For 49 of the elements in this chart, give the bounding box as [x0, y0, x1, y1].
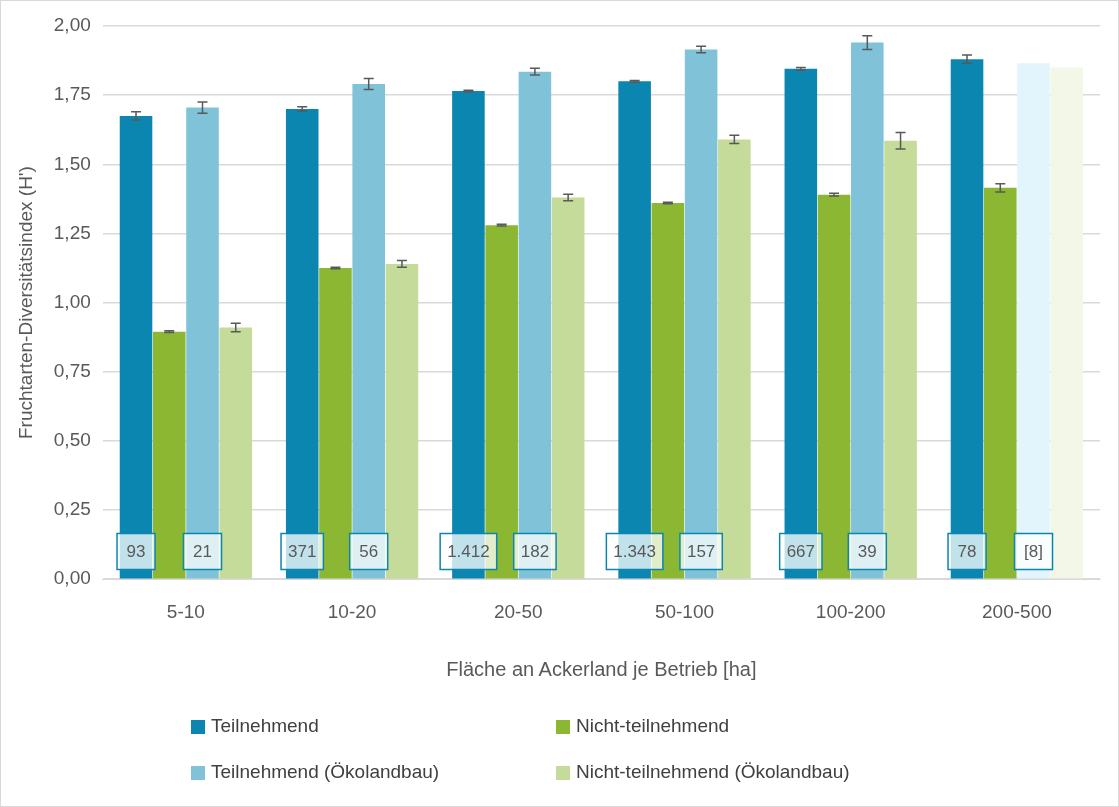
- y-tick-label: 1,00: [53, 290, 91, 312]
- x-tick-label: 10-20: [327, 600, 377, 622]
- bar: [551, 197, 585, 579]
- bar: [119, 115, 153, 579]
- bar: [983, 187, 1017, 579]
- annotation: 93: [126, 542, 146, 562]
- y-tick-label: 0,50: [53, 429, 91, 451]
- annotation: 56: [359, 542, 379, 562]
- bar: [152, 331, 186, 579]
- annotation: 1.412: [447, 542, 490, 562]
- annotation: 157: [686, 542, 716, 562]
- y-axis-title: Fruchtarten-Diversitätsindex (H'): [14, 166, 36, 440]
- annotation: 78: [957, 542, 977, 562]
- bar: [884, 140, 917, 579]
- y-tick-label: 1,75: [53, 83, 91, 105]
- x-tick-label: 5-10: [166, 600, 205, 622]
- bar: [1017, 63, 1050, 579]
- y-tick-label: 1,50: [53, 152, 91, 174]
- y-tick-label: 0,75: [53, 359, 91, 381]
- legend-label: Nicht-teilnehmend (Ökolandbau): [576, 761, 850, 783]
- annotation: 21: [193, 542, 212, 562]
- annotation: [8]: [1024, 542, 1043, 562]
- y-tick-label: 2,00: [53, 14, 91, 36]
- bar: [186, 107, 219, 579]
- annotation: 1.343: [613, 542, 656, 562]
- x-tick-label: 50-100: [654, 600, 715, 622]
- bar: [851, 42, 884, 579]
- annotation: 371: [288, 542, 317, 562]
- x-tick-label: 200-500: [982, 600, 1052, 622]
- bar: [950, 59, 984, 579]
- legend-label: Teilnehmend: [211, 715, 319, 737]
- y-tick-label: 0,25: [53, 498, 91, 520]
- bar: [817, 194, 851, 579]
- bar: [718, 139, 751, 579]
- annotation: 39: [857, 542, 877, 562]
- bar: [352, 84, 385, 579]
- y-tick-label: 1,25: [53, 221, 91, 243]
- annotation: 182: [520, 542, 550, 562]
- legend-label: Teilnehmend (Ökolandbau): [211, 761, 440, 783]
- x-tick-label: 20-50: [493, 600, 543, 622]
- annotation: 667: [786, 542, 816, 562]
- bar: [1050, 67, 1084, 579]
- bar: [319, 268, 352, 579]
- bar: [219, 327, 253, 579]
- legend-label: Nicht-teilnehmend: [576, 715, 730, 737]
- bar: [385, 263, 419, 579]
- x-axis-title: Fläche an Ackerland je Betrieb [ha]: [446, 657, 757, 680]
- x-tick-label: 100-200: [815, 600, 886, 622]
- y-tick-label: 0,00: [53, 567, 91, 589]
